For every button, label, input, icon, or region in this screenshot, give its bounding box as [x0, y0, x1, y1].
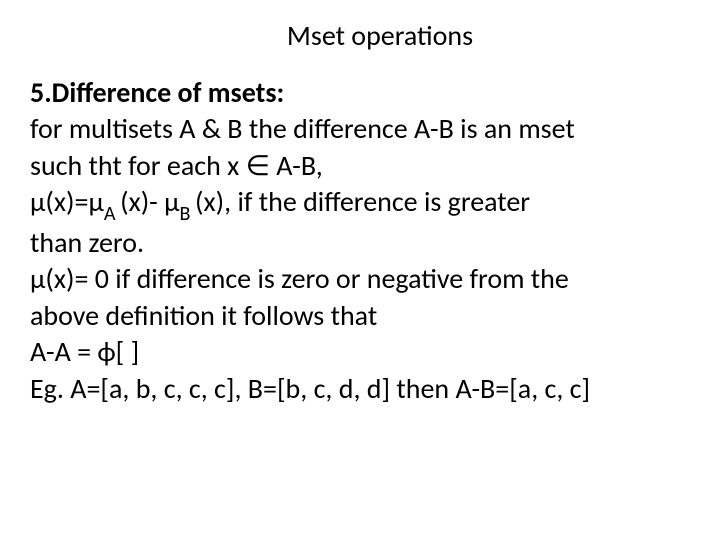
identity-line: A-A = ϕ[ ] — [30, 334, 690, 370]
mu-equation-line-b: than zero. — [30, 225, 690, 261]
example-line: Eg. A=[a, b, c, c, c], B=[b, c, d, d] th… — [30, 371, 690, 407]
slide-title: Mset operations — [30, 18, 690, 53]
mu-eq-pre: μ(x)=μ — [30, 184, 104, 219]
mu-eq-sub-a: A — [104, 202, 120, 226]
slide: Mset operations 5.Difference of msets: f… — [0, 0, 720, 540]
definition-line-1a: for multisets A & B the difference A-B i… — [30, 111, 690, 147]
mu-eq-post: (x), if the difference is greater — [195, 184, 530, 219]
slide-body: 5.Difference of msets: for multisets A &… — [30, 75, 690, 407]
mu-equation-line: μ(x)=μA (x)- μB (x), if the difference i… — [30, 184, 690, 225]
mu-zero-line-a: μ(x)= 0 if difference is zero or negativ… — [30, 261, 690, 297]
definition-line-1b: such tht for each x ∈ A-B, — [30, 148, 690, 184]
mu-eq-sub-b: B — [179, 202, 195, 226]
mu-zero-line-b: above definition it follows that — [30, 298, 690, 334]
section-heading: 5.Difference of msets: — [30, 75, 690, 111]
mu-eq-mid: (x)- μ — [120, 184, 179, 219]
